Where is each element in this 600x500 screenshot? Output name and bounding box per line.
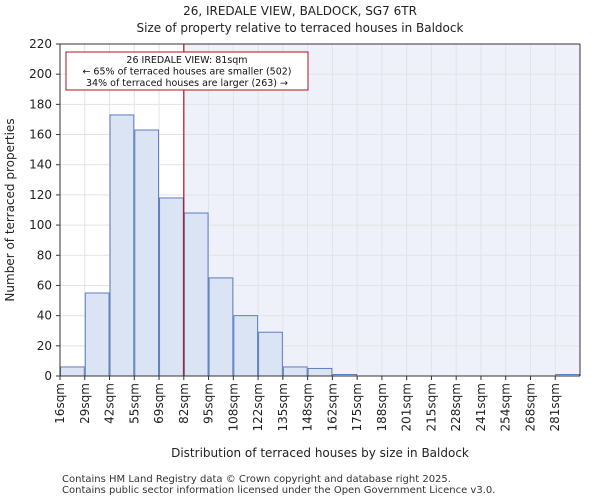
x-tick-label: 69sqm xyxy=(152,383,166,424)
x-tick-label: 162sqm xyxy=(325,383,339,431)
x-tick-label: 175sqm xyxy=(350,383,364,431)
x-tick-label: 241sqm xyxy=(474,383,488,431)
x-tick-label: 95sqm xyxy=(202,383,216,424)
bar-42sqm xyxy=(109,114,135,377)
x-tick-label: 254sqm xyxy=(499,383,513,431)
bar-95sqm xyxy=(208,277,234,377)
footer-copyright: Contains HM Land Registry data © Crown c… xyxy=(62,474,451,485)
y-axis-ticks: 0 20 40 60 80 100 120 140 160 180 200 220 xyxy=(29,37,60,383)
y-tick-label: 0 xyxy=(44,369,52,383)
x-tick-label: 268sqm xyxy=(523,383,537,431)
y-tick-label: 160 xyxy=(29,128,52,142)
bar-29sqm xyxy=(84,292,110,377)
annotation-box xyxy=(65,51,309,91)
x-tick-label: 281sqm xyxy=(548,383,562,431)
y-tick-label: 220 xyxy=(29,37,52,51)
annotation-line-3: 34% of terraced houses are larger (263) … xyxy=(86,78,288,89)
x-tick-label: 201sqm xyxy=(400,383,414,431)
x-tick-label: 215sqm xyxy=(424,383,438,431)
footer-licence: Contains public sector information licen… xyxy=(62,485,496,496)
chart-title: 26, IREDALE VIEW, BALDOCK, SG7 6TR xyxy=(183,4,417,18)
x-axis-label: Distribution of terraced houses by size … xyxy=(171,446,469,460)
x-tick-label: 228sqm xyxy=(449,383,463,431)
y-axis-label: Number of terraced properties xyxy=(3,118,17,301)
y-tick-label: 20 xyxy=(37,339,52,353)
y-tick-label: 180 xyxy=(29,97,52,111)
bar-82sqm xyxy=(183,212,209,377)
y-tick-label: 200 xyxy=(29,67,52,81)
bar-148sqm xyxy=(307,367,333,377)
x-tick-label: 135sqm xyxy=(276,383,290,431)
x-tick-label: 148sqm xyxy=(301,383,315,431)
bars xyxy=(60,114,581,377)
x-tick-label: 188sqm xyxy=(375,383,389,431)
bar-135sqm xyxy=(282,366,308,377)
x-tick-label: 16sqm xyxy=(53,383,67,424)
x-axis-ticks: 16sqm 29sqm 42sqm 55sqm 69sqm 82sqm 95sqm 108sq… xyxy=(53,376,562,431)
chart-subtitle: Size of property relative to terraced ho… xyxy=(136,21,464,35)
bar-16sqm xyxy=(60,366,85,377)
x-tick-label: 29sqm xyxy=(78,383,92,424)
y-tick-label: 140 xyxy=(29,158,52,172)
x-tick-label: 42sqm xyxy=(103,383,117,424)
bar-69sqm xyxy=(159,197,184,377)
x-tick-label: 108sqm xyxy=(226,383,240,431)
y-tick-label: 120 xyxy=(29,188,52,202)
x-tick-label: 82sqm xyxy=(177,383,191,424)
y-tick-label: 80 xyxy=(37,248,52,262)
annotation-line-1: 26 IREDALE VIEW: 81sqm xyxy=(126,55,247,66)
x-tick-label: 55sqm xyxy=(127,383,141,424)
y-tick-label: 100 xyxy=(29,218,52,232)
bar-122sqm xyxy=(258,331,283,377)
bar-55sqm xyxy=(134,129,160,377)
annotation-line-2: ← 65% of terraced houses are smaller (50… xyxy=(82,67,291,78)
y-tick-label: 40 xyxy=(37,309,52,323)
bar-108sqm xyxy=(233,315,259,377)
x-tick-label: 122sqm xyxy=(251,383,265,431)
y-tick-label: 60 xyxy=(37,278,52,292)
